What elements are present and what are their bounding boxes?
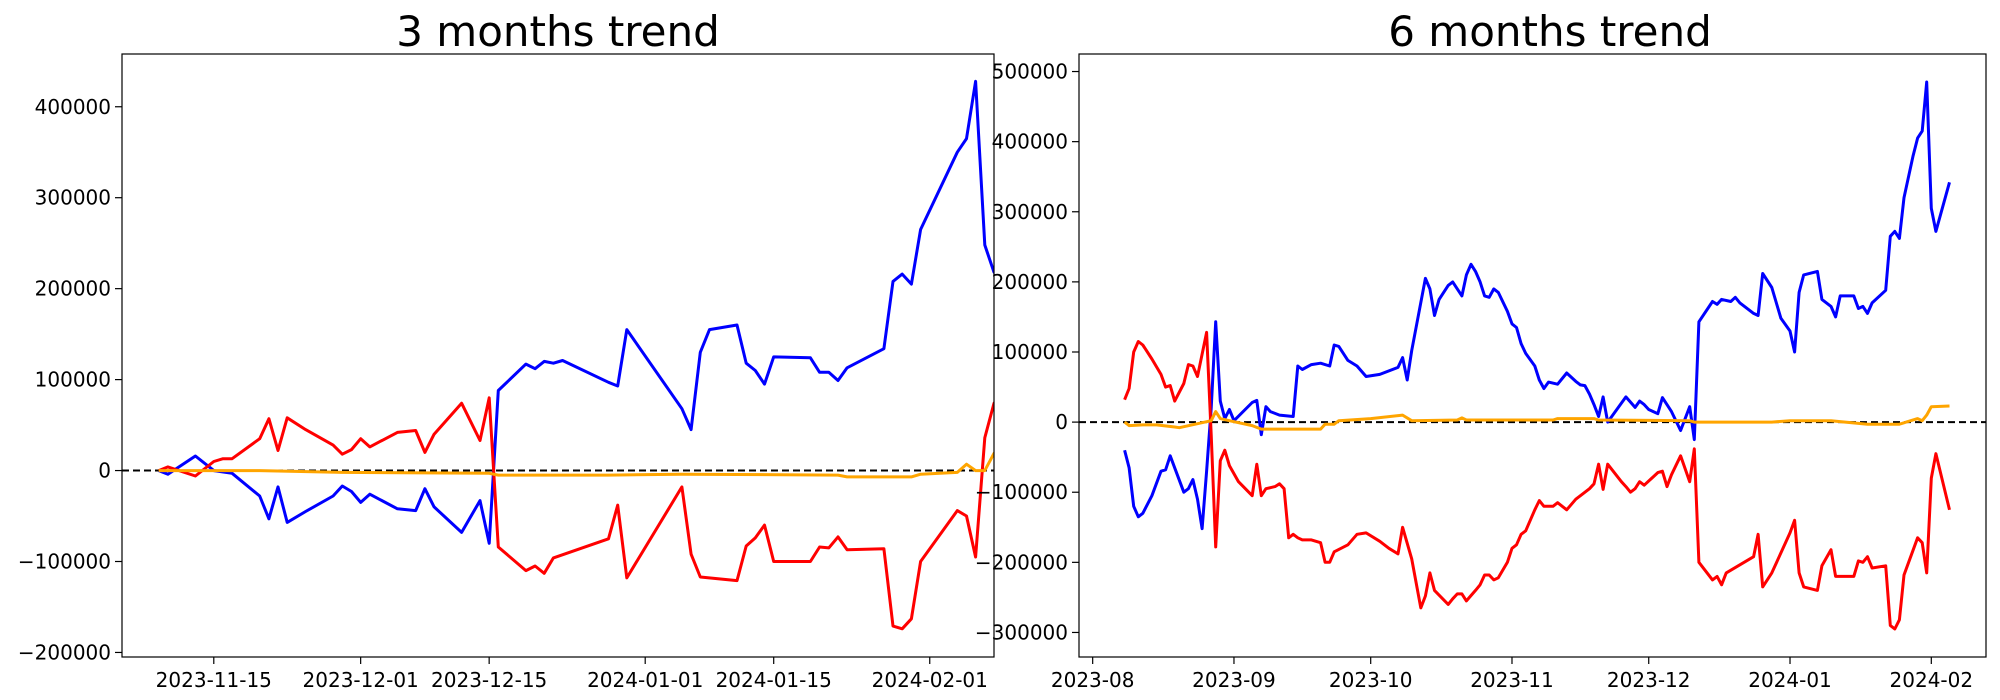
series-line-0: [1123, 80, 1951, 531]
series-line-2: [1123, 404, 1950, 431]
chart-3-months: 3 months trend 2023-11-15 2023-12-01 2023-…: [18, 7, 995, 692]
y-tick-label: −300000: [975, 620, 1068, 644]
x-tick-label: 2024-01-01: [587, 668, 703, 692]
series-line-2: [158, 451, 994, 479]
x-tick-label: 2023-11: [1470, 668, 1554, 692]
y-tick-label: 300000: [992, 200, 1068, 224]
axes-frame: [1078, 53, 1987, 658]
x-tick-label: 2024-01: [1748, 668, 1832, 692]
y-tick-label: 200000: [35, 277, 111, 301]
x-tick-label: 2023-11-15: [156, 668, 272, 692]
axes-frame: [121, 53, 995, 658]
y-tick-label: 200000: [992, 270, 1068, 294]
y-tick-label: 400000: [35, 95, 111, 119]
chart-title: 6 months trend: [1388, 7, 1712, 56]
y-tick-label: −200000: [18, 640, 111, 664]
series-line-0: [158, 79, 994, 545]
y-tick-label: −200000: [975, 550, 1068, 574]
chart-title: 3 months trend: [396, 7, 720, 56]
y-tick-label: 0: [98, 459, 111, 483]
x-tick-label: 2023-12-01: [303, 668, 419, 692]
y-tick-label: 100000: [992, 340, 1068, 364]
x-tick-label: 2023-12: [1607, 668, 1691, 692]
x-tick-label: 2023-12-15: [431, 668, 547, 692]
series-line-1: [1123, 330, 1951, 631]
x-tick-label: 2024-02-01: [872, 668, 988, 692]
x-tick-label: 2024-01-15: [716, 668, 832, 692]
y-tick-label: 100000: [35, 368, 111, 392]
y-tick-label: 0: [1055, 410, 1068, 434]
x-tick-label: 2023-09: [1192, 668, 1276, 692]
series-line-1: [158, 396, 994, 631]
y-tick-label: 300000: [35, 186, 111, 210]
y-tick-label: −100000: [18, 550, 111, 574]
x-tick-label: 2023-10: [1329, 668, 1413, 692]
chart-6-months: 6 months trend 2023-08 2023-09 2023-10 2023…: [975, 7, 1987, 692]
x-tick-label: 2023-08: [1051, 668, 1135, 692]
x-tick-label: 2024-02: [1890, 668, 1974, 692]
plot-area: 2023-08 2023-09 2023-10 2023-11 2023-12 2024-…: [975, 53, 1987, 692]
y-tick-label: −100000: [975, 480, 1068, 504]
plot-area: 2023-11-15 2023-12-01 2023-12-15 2024-01-01…: [18, 53, 995, 692]
y-tick-label: 500000: [992, 60, 1068, 84]
y-tick-label: 400000: [992, 130, 1068, 154]
